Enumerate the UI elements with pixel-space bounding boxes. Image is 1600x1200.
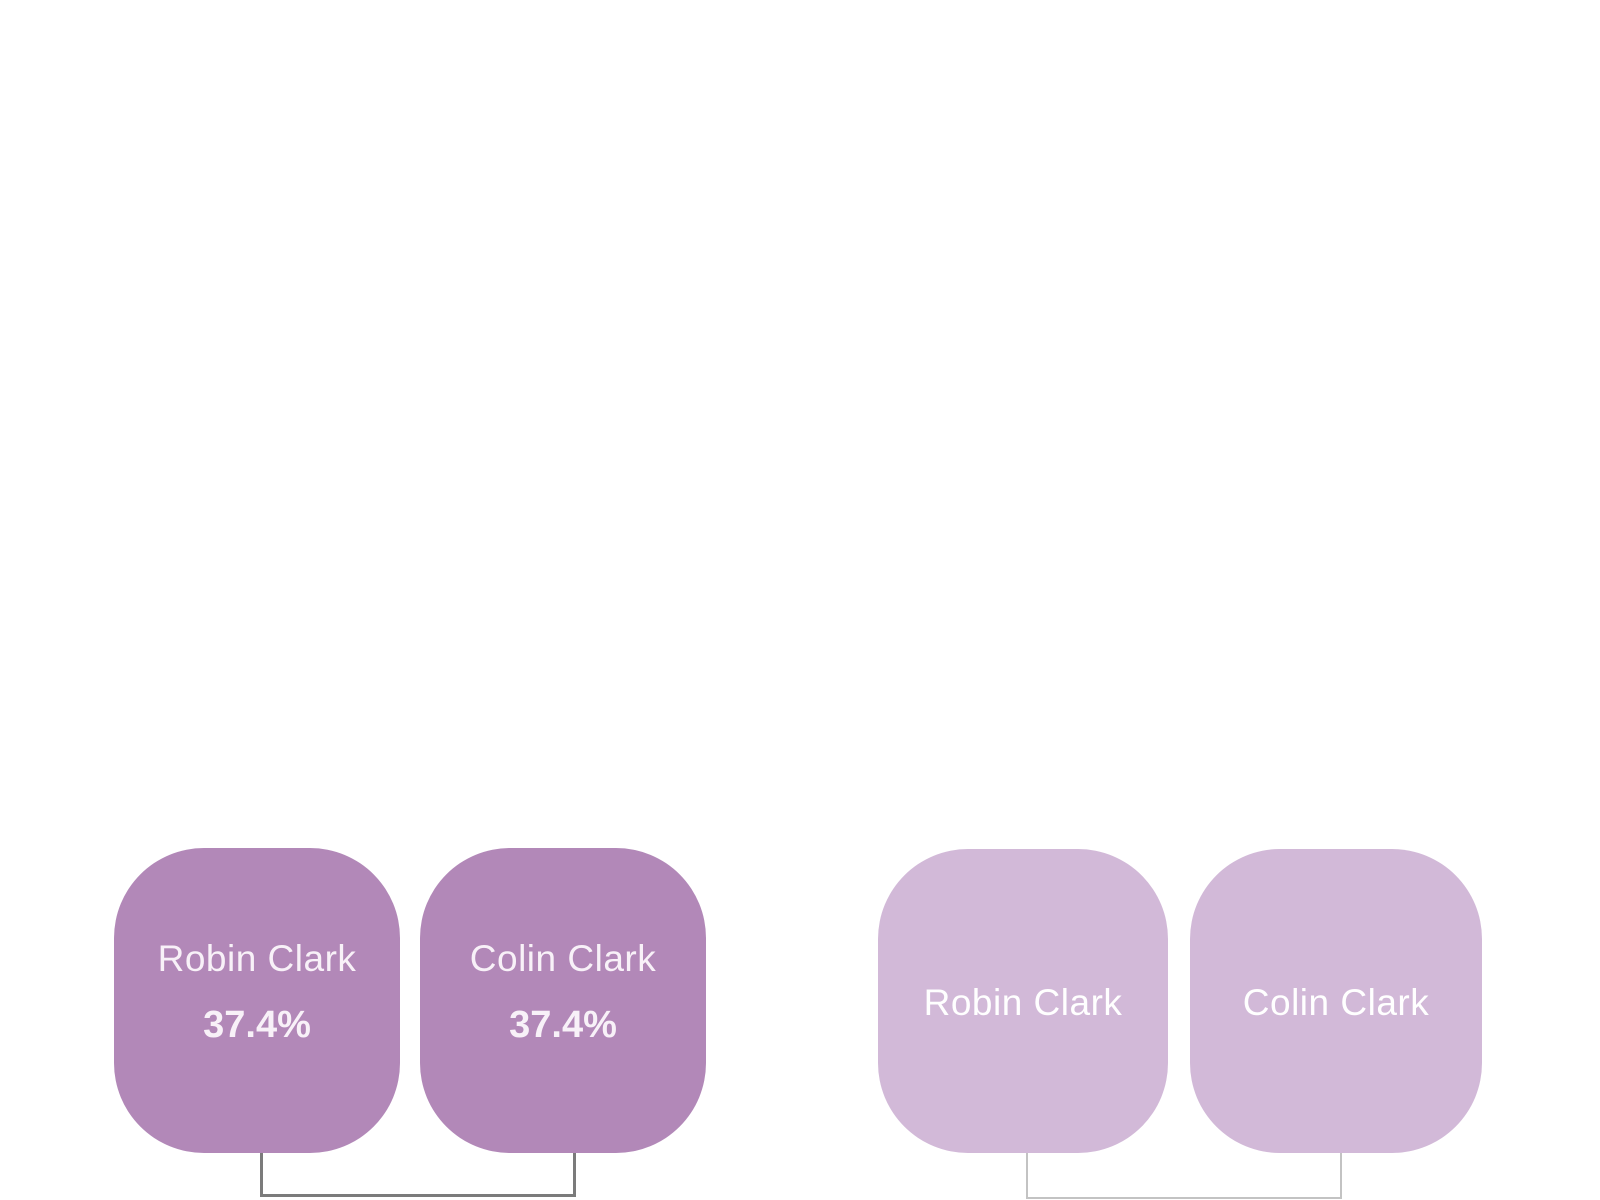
connector-line-horizontal [1026, 1197, 1342, 1199]
person-name: Colin Clark [469, 938, 657, 979]
person-percentage: 37.4% [509, 1004, 617, 1046]
person-percentage: 37.4% [203, 1004, 311, 1046]
connector-line-vertical [1026, 1153, 1028, 1199]
connector-line-horizontal [260, 1194, 576, 1197]
connector-line-vertical [260, 1153, 263, 1197]
person-name: Robin Clark [157, 938, 357, 979]
person-node-colin-clark-left[interactable]: Colin Clark 37.4% [420, 848, 706, 1153]
connector-line-vertical [573, 1153, 576, 1197]
person-node-robin-clark-right[interactable]: Robin Clark [878, 849, 1168, 1153]
person-name: Colin Clark [1242, 982, 1430, 1023]
person-node-colin-clark-right[interactable]: Colin Clark [1190, 849, 1482, 1153]
person-name: Robin Clark [923, 982, 1123, 1023]
connector-line-vertical [1340, 1153, 1342, 1199]
person-node-robin-clark-left[interactable]: Robin Clark 37.4% [114, 848, 400, 1153]
